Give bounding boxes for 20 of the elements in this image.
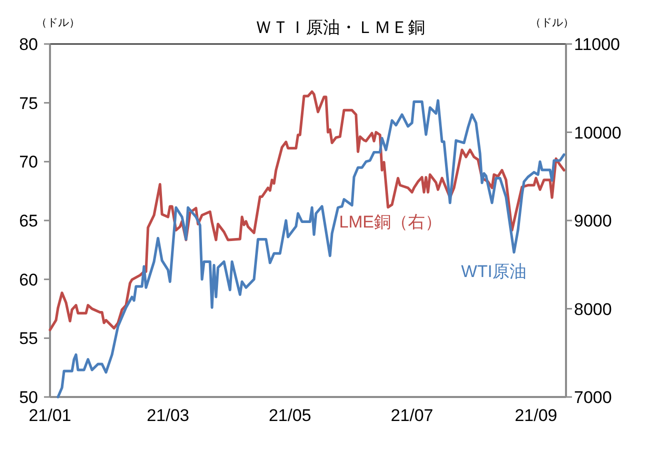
title: ＷＴＩ原油・ＬＭＥ銅 [255, 18, 425, 37]
y2-tick-label: 11000 [574, 35, 620, 54]
y-tick-label: 75 [19, 94, 38, 113]
y2-tick-label: 10000 [574, 123, 622, 142]
x-tick-label: 21/09 [514, 406, 558, 425]
y-tick-label: 55 [19, 329, 38, 348]
y2-tick-label: 9000 [574, 212, 612, 230]
x-tick-label: 21/05 [268, 406, 312, 425]
y2label: （ドル） [530, 17, 574, 29]
x-tick-label: 21/07 [390, 406, 434, 425]
ylabel: （ドル） [36, 17, 80, 29]
x-tick-label: 21/03 [146, 406, 190, 425]
x-tick-label: 21/01 [28, 406, 72, 425]
y-tick-label: 65 [19, 212, 38, 230]
y2-tick-label: 7000 [574, 388, 612, 407]
y-tick-label: 60 [19, 270, 38, 290]
y2-tick-label: 8000 [574, 300, 612, 319]
y-tick-label: 70 [19, 152, 38, 172]
y-tick-label: 80 [19, 35, 38, 54]
y-tick-label: 50 [19, 388, 38, 407]
